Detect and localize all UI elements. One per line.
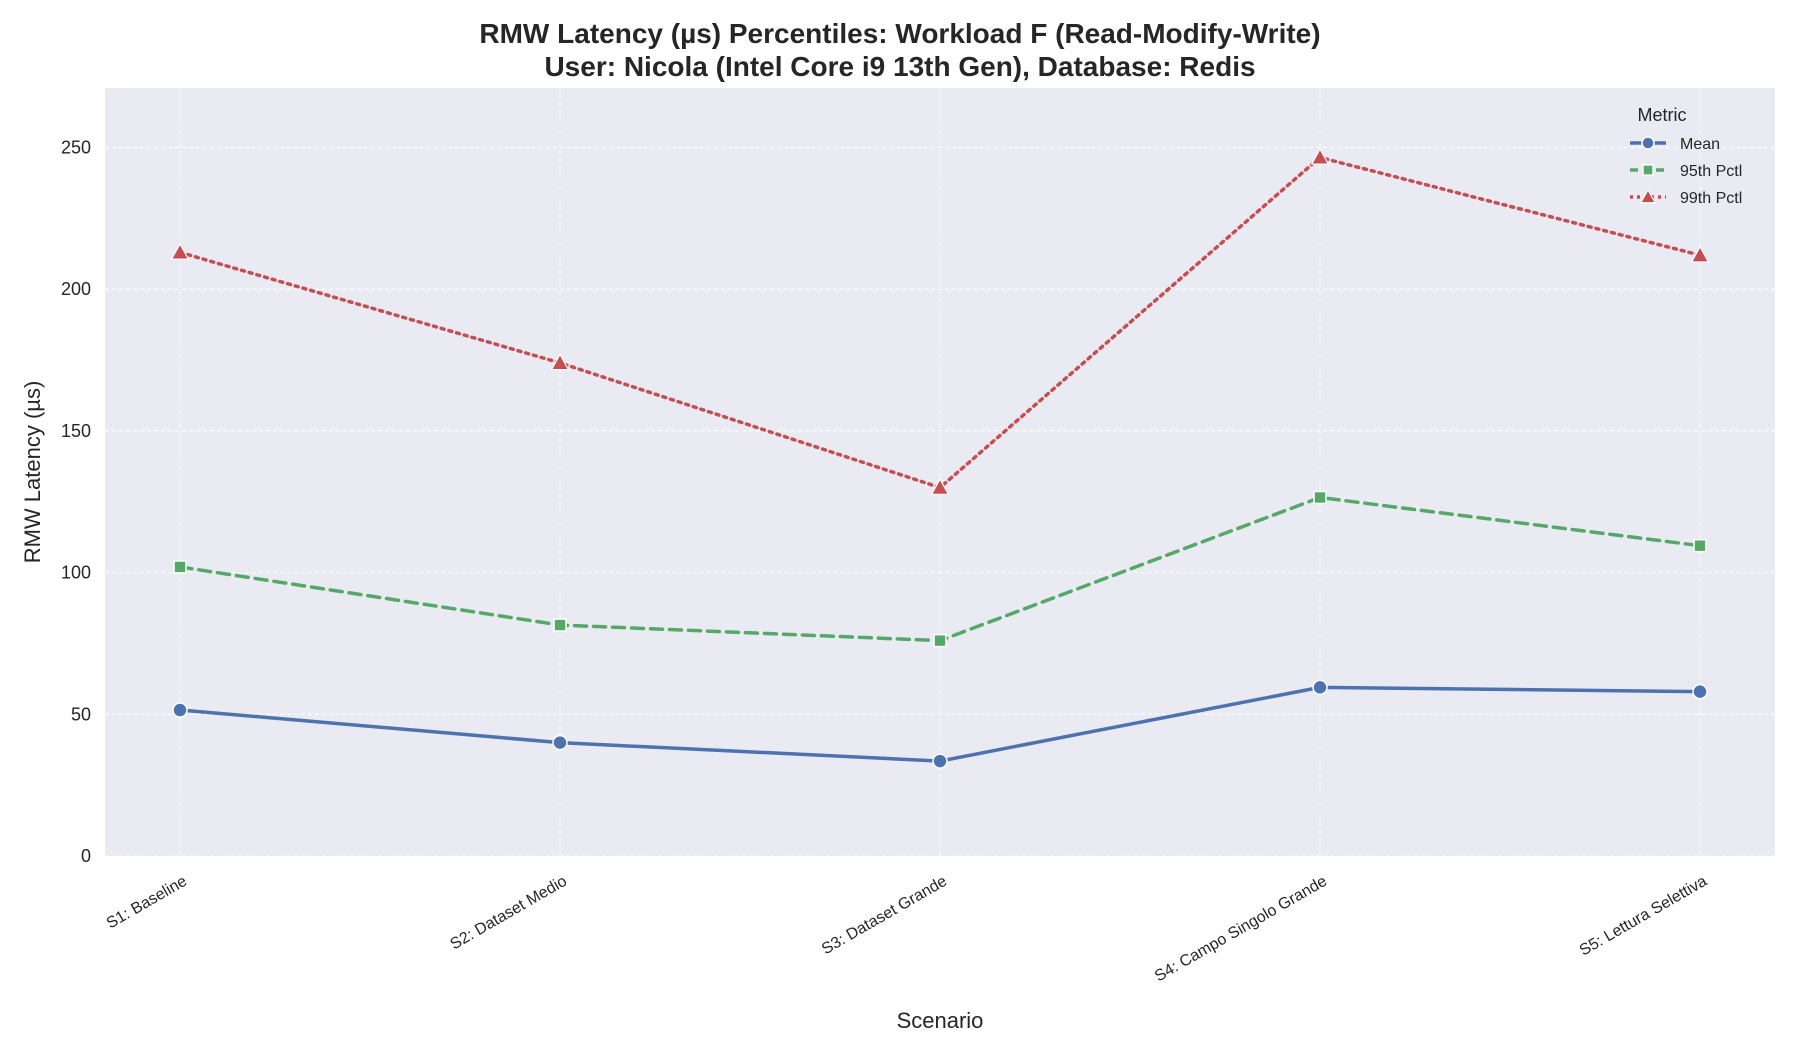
series-95th-pctl xyxy=(173,490,1707,648)
legend: Metric Mean 95th Pctl 99th Pctl xyxy=(1630,105,1742,207)
x-tick-label: S4: Campo Singolo Grande xyxy=(1152,873,1330,986)
data-point-marker xyxy=(173,560,187,574)
data-point-marker xyxy=(1693,538,1707,553)
y-tick-label: 100 xyxy=(61,563,91,583)
legend-label: Mean xyxy=(1680,136,1720,153)
data-point-marker xyxy=(170,242,190,260)
y-tick-label: 200 xyxy=(61,279,91,299)
data-point-marker xyxy=(1690,245,1710,263)
data-point-marker xyxy=(932,753,948,769)
chart-title-line2: User: Nicola (Intel Core i9 13th Gen), D… xyxy=(544,51,1255,82)
series-mean xyxy=(172,679,1708,769)
y-tick-label: 0 xyxy=(81,846,91,866)
legend-marker xyxy=(1641,136,1655,150)
legend-label: 99th Pctl xyxy=(1680,190,1742,207)
y-tick-label: 250 xyxy=(61,138,91,158)
x-axis-label: Scenario xyxy=(897,1008,984,1033)
data-point-marker xyxy=(1692,683,1708,700)
legend-marker xyxy=(1639,188,1657,204)
series-lines xyxy=(170,147,1710,769)
y-tick-label: 50 xyxy=(71,704,91,724)
legend-title: Metric xyxy=(1638,105,1687,125)
data-point-marker xyxy=(930,477,950,495)
y-tick-labels: 0 50 100 150 200 250 xyxy=(61,138,91,866)
series-99th-pctl xyxy=(170,147,1710,495)
x-tick-label: S3: Dataset Grande xyxy=(819,873,950,958)
legend-label: 95th Pctl xyxy=(1680,163,1742,180)
data-point-marker xyxy=(1310,147,1330,165)
x-tick-label: S2: Dataset Medio xyxy=(448,873,571,954)
data-point-marker xyxy=(552,734,568,751)
x-tick-labels: S1: Baseline S2: Dataset Medio S3: Dataset… xyxy=(104,873,1710,986)
data-point-marker xyxy=(172,702,188,718)
data-point-marker xyxy=(550,353,570,371)
data-point-marker xyxy=(553,618,567,632)
data-point-marker xyxy=(1313,490,1327,505)
grid-lines xyxy=(105,88,1775,857)
data-point-marker xyxy=(1312,679,1328,696)
legend-marker xyxy=(1642,164,1654,176)
x-tick-label: S5: Lettura Selettiva xyxy=(1577,873,1710,960)
x-tick-label: S1: Baseline xyxy=(104,873,190,933)
y-tick-label: 150 xyxy=(61,421,91,441)
data-point-marker xyxy=(933,633,947,648)
chart-title-line1: RMW Latency (µs) Percentiles: Workload F… xyxy=(479,18,1320,49)
y-axis-label: RMW Latency (µs) xyxy=(20,381,45,564)
